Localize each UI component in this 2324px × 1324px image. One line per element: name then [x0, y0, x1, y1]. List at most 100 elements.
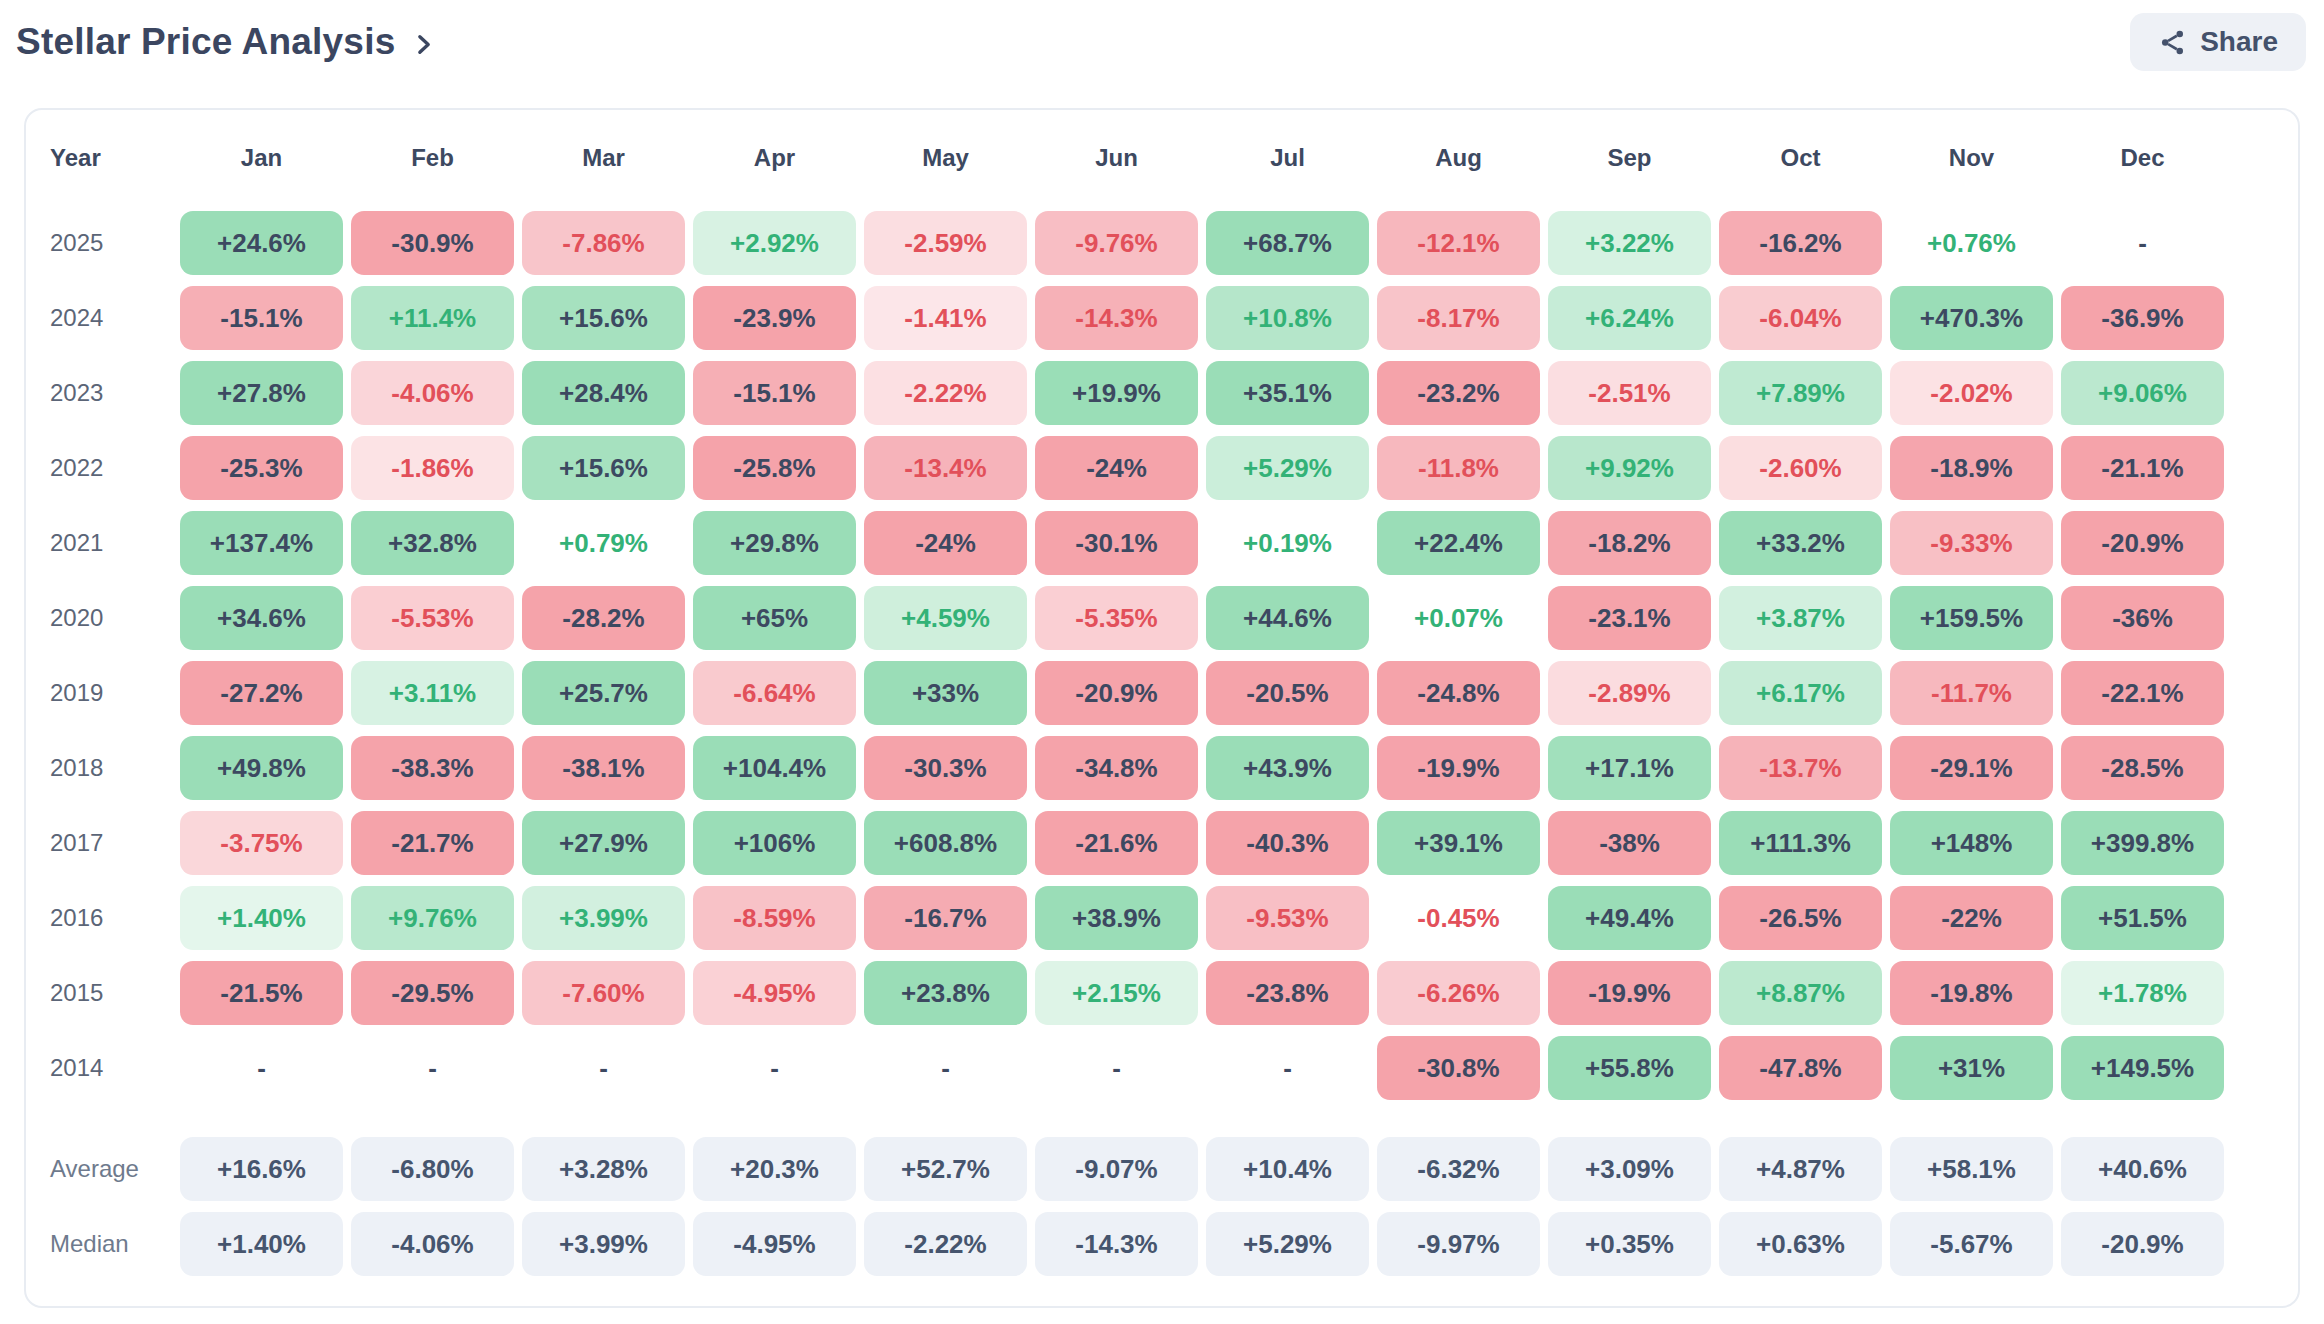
row-year-label: 2021	[50, 529, 172, 557]
column-header-sep: Sep	[1548, 144, 1711, 172]
value-cell: +49.4%	[1548, 886, 1711, 950]
column-header-jul: Jul	[1206, 144, 1369, 172]
value-cell: +34.6%	[180, 586, 343, 650]
value-cell: -30.9%	[351, 211, 514, 275]
value-cell: -9.53%	[1206, 886, 1369, 950]
value-cell: -9.76%	[1035, 211, 1198, 275]
value-cell: +6.17%	[1719, 661, 1882, 725]
summary-value-cell: -2.22%	[864, 1212, 1027, 1276]
value-cell: -47.8%	[1719, 1036, 1882, 1100]
summary-value-cell: -20.9%	[2061, 1212, 2224, 1276]
value-cell: +19.9%	[1035, 361, 1198, 425]
summary-value-cell: +40.6%	[2061, 1137, 2224, 1201]
value-cell: -19.8%	[1890, 961, 2053, 1025]
value-cell: -19.9%	[1377, 736, 1540, 800]
value-cell: +44.6%	[1206, 586, 1369, 650]
value-cell: -24%	[864, 511, 1027, 575]
value-cell: +9.76%	[351, 886, 514, 950]
value-cell: -8.59%	[693, 886, 856, 950]
value-cell: +10.8%	[1206, 286, 1369, 350]
row-year-label: 2014	[50, 1054, 172, 1082]
value-cell: -20.9%	[2061, 511, 2224, 575]
value-cell: +608.8%	[864, 811, 1027, 875]
value-cell: -18.9%	[1890, 436, 2053, 500]
share-button[interactable]: Share	[2130, 13, 2306, 71]
value-cell: -16.2%	[1719, 211, 1882, 275]
summary-value-cell: +3.28%	[522, 1137, 685, 1201]
value-cell: -22.1%	[2061, 661, 2224, 725]
chevron-right-icon	[411, 32, 436, 57]
value-cell: -13.7%	[1719, 736, 1882, 800]
value-cell: -0.45%	[1377, 886, 1540, 950]
value-cell: +149.5%	[2061, 1036, 2224, 1100]
value-cell: -23.8%	[1206, 961, 1369, 1025]
value-cell: -38.1%	[522, 736, 685, 800]
value-cell: -34.8%	[1035, 736, 1198, 800]
row-year-label: 2017	[50, 829, 172, 857]
value-cell: +3.22%	[1548, 211, 1711, 275]
value-cell: +33%	[864, 661, 1027, 725]
value-cell: +43.9%	[1206, 736, 1369, 800]
table-row-2020: 2020+34.6%-5.53%-28.2%+65%+4.59%-5.35%+4…	[50, 586, 2272, 650]
column-header-aug: Aug	[1377, 144, 1540, 172]
row-year-label: 2025	[50, 229, 172, 257]
value-cell: -8.17%	[1377, 286, 1540, 350]
value-cell: +32.8%	[351, 511, 514, 575]
value-cell: -	[522, 1036, 685, 1100]
value-cell: -25.8%	[693, 436, 856, 500]
value-cell: +148%	[1890, 811, 2053, 875]
value-cell: -24%	[1035, 436, 1198, 500]
value-cell: +33.2%	[1719, 511, 1882, 575]
value-cell: -25.3%	[180, 436, 343, 500]
value-cell: +2.15%	[1035, 961, 1198, 1025]
value-cell: +3.99%	[522, 886, 685, 950]
value-cell: -30.3%	[864, 736, 1027, 800]
value-cell: -9.33%	[1890, 511, 2053, 575]
price-table-card: YearJanFebMarAprMayJunJulAugSepOctNovDec…	[24, 108, 2300, 1308]
column-header-jun: Jun	[1035, 144, 1198, 172]
value-cell: +3.87%	[1719, 586, 1882, 650]
value-cell: +51.5%	[2061, 886, 2224, 950]
value-cell: -4.06%	[351, 361, 514, 425]
value-cell: +8.87%	[1719, 961, 1882, 1025]
summary-value-cell: +5.29%	[1206, 1212, 1369, 1276]
value-cell: -	[1206, 1036, 1369, 1100]
value-cell: -18.2%	[1548, 511, 1711, 575]
summary-value-cell: -9.97%	[1377, 1212, 1540, 1276]
summary-spacer	[50, 1111, 2272, 1137]
column-header-may: May	[864, 144, 1027, 172]
value-cell: -24.8%	[1377, 661, 1540, 725]
summary-value-cell: -9.07%	[1035, 1137, 1198, 1201]
value-cell: -36.9%	[2061, 286, 2224, 350]
row-year-label: 2022	[50, 454, 172, 482]
table-header-row: YearJanFebMarAprMayJunJulAugSepOctNovDec	[50, 134, 2272, 182]
table-row-2014: 2014--------30.8%+55.8%-47.8%+31%+149.5%	[50, 1036, 2272, 1100]
summary-row-average: Average+16.6%-6.80%+3.28%+20.3%+52.7%-9.…	[50, 1137, 2272, 1201]
column-header-nov: Nov	[1890, 144, 2053, 172]
value-cell: +0.79%	[522, 511, 685, 575]
value-cell: +104.4%	[693, 736, 856, 800]
table-body: 2025+24.6%-30.9%-7.86%+2.92%-2.59%-9.76%…	[50, 211, 2272, 1276]
table-row-2015: 2015-21.5%-29.5%-7.60%-4.95%+23.8%+2.15%…	[50, 961, 2272, 1025]
column-header-oct: Oct	[1719, 144, 1882, 172]
value-cell: -5.53%	[351, 586, 514, 650]
value-cell: -21.6%	[1035, 811, 1198, 875]
value-cell: -1.86%	[351, 436, 514, 500]
row-year-label: 2015	[50, 979, 172, 1007]
summary-value-cell: -4.06%	[351, 1212, 514, 1276]
summary-value-cell: +52.7%	[864, 1137, 1027, 1201]
value-cell: -5.35%	[1035, 586, 1198, 650]
value-cell: +31%	[1890, 1036, 2053, 1100]
value-cell: -36%	[2061, 586, 2224, 650]
page-title: Stellar Price Analysis	[16, 21, 395, 63]
summary-value-cell: -6.80%	[351, 1137, 514, 1201]
value-cell: -20.5%	[1206, 661, 1369, 725]
title-link[interactable]: Stellar Price Analysis	[16, 21, 436, 63]
summary-row-median: Median+1.40%-4.06%+3.99%-4.95%-2.22%-14.…	[50, 1212, 2272, 1276]
summary-row-label: Median	[50, 1230, 172, 1258]
value-cell: -2.89%	[1548, 661, 1711, 725]
table-row-2025: 2025+24.6%-30.9%-7.86%+2.92%-2.59%-9.76%…	[50, 211, 2272, 275]
summary-value-cell: +16.6%	[180, 1137, 343, 1201]
value-cell: -21.1%	[2061, 436, 2224, 500]
value-cell: -38%	[1548, 811, 1711, 875]
